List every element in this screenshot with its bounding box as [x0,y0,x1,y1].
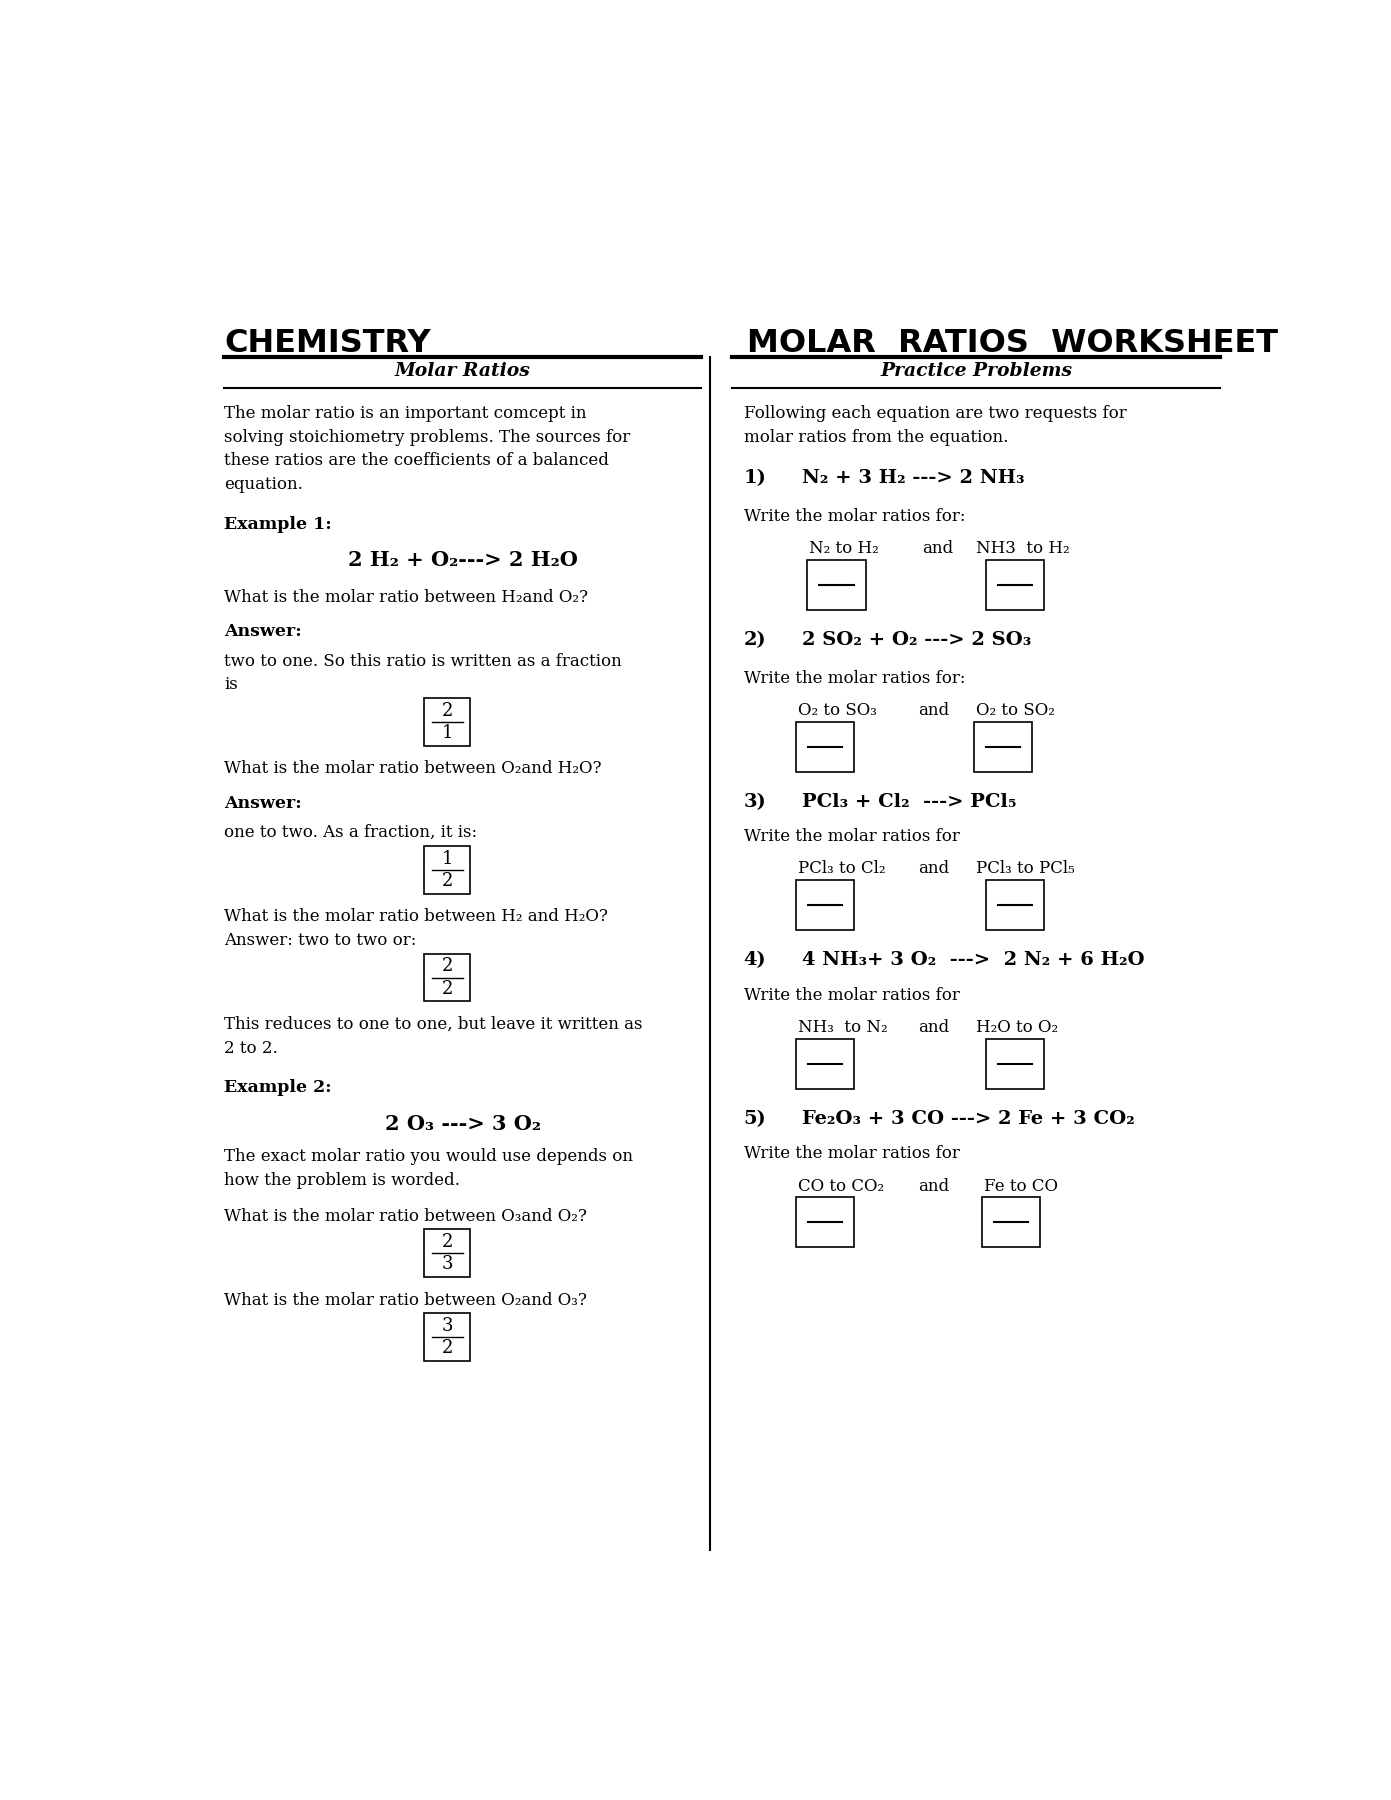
Text: 3: 3 [441,1318,453,1336]
Text: Write the molar ratios for: Write the molar ratios for [744,1145,960,1163]
Text: 2: 2 [441,702,452,720]
Text: Write the molar ratios for: Write the molar ratios for [744,986,960,1004]
Text: What is the molar ratio between O₃and O₂?: What is the molar ratio between O₃and O₂… [224,1208,587,1224]
Text: Example 2:: Example 2: [224,1080,332,1096]
Text: these ratios are the coefficients of a balanced: these ratios are the coefficients of a b… [224,452,609,470]
Text: 2 to 2.: 2 to 2. [224,1040,278,1057]
Text: PCl₃ to PCl₅: PCl₃ to PCl₅ [976,860,1075,877]
Text: Fe₂O₃ + 3 CO ---> 2 Fe + 3 CO₂: Fe₂O₃ + 3 CO ---> 2 Fe + 3 CO₂ [801,1111,1135,1129]
Text: Write the molar ratios for:: Write the molar ratios for: [744,508,965,526]
Text: 2): 2) [744,632,766,650]
Text: PCl₃ to Cl₂: PCl₃ to Cl₂ [798,860,885,877]
Bar [796,1197,854,1247]
Bar [982,1197,1040,1247]
Text: Following each equation are two requests for: Following each equation are two requests… [744,405,1127,421]
Text: 4 NH₃+ 3 O₂  --->  2 N₂ + 6 H₂O: 4 NH₃+ 3 O₂ ---> 2 N₂ + 6 H₂O [801,952,1145,970]
Text: and: and [918,1019,949,1037]
Text: N₂ + 3 H₂ ---> 2 NH₃: N₂ + 3 H₂ ---> 2 NH₃ [801,470,1024,488]
Text: N₂ to H₂: N₂ to H₂ [810,540,879,558]
Text: 2 H₂ + O₂---> 2 H₂O: 2 H₂ + O₂---> 2 H₂O [348,551,577,571]
Text: 2 SO₂ + O₂ ---> 2 SO₃: 2 SO₂ + O₂ ---> 2 SO₃ [801,632,1031,650]
Bar [986,560,1043,610]
Text: What is the molar ratio between O₂and H₂O?: What is the molar ratio between O₂and H₂… [224,760,602,778]
Text: Write the molar ratios for:: Write the molar ratios for: [744,670,965,686]
Text: Fe to CO: Fe to CO [983,1177,1057,1195]
Bar [986,880,1043,931]
Text: Answer: two to two or:: Answer: two to two or: [224,932,417,949]
Text: 2: 2 [441,979,452,997]
Text: CO to CO₂: CO to CO₂ [798,1177,883,1195]
Text: and: and [918,1177,949,1195]
Text: Answer:: Answer: [224,796,302,812]
Text: 1): 1) [744,470,766,488]
Text: is: is [224,677,238,693]
Text: 3): 3) [744,792,766,810]
Text: one to two. As a fraction, it is:: one to two. As a fraction, it is: [224,824,477,841]
Text: 2: 2 [441,958,452,976]
Text: 2: 2 [441,1233,452,1251]
Text: Write the molar ratios for: Write the molar ratios for [744,828,960,846]
Text: This reduces to one to one, but leave it written as: This reduces to one to one, but leave it… [224,1015,643,1033]
Text: What is the molar ratio between H₂and O₂?: What is the molar ratio between H₂and O₂… [224,589,588,605]
Text: 3: 3 [441,1255,453,1273]
Text: 2: 2 [441,1339,452,1357]
Text: Molar Ratios: Molar Ratios [395,362,530,380]
Text: O₂ to SO₂: O₂ to SO₂ [976,702,1054,718]
Bar [424,1314,470,1361]
Bar [424,1229,470,1276]
Text: PCl₃ + Cl₂  ---> PCl₅: PCl₃ + Cl₂ ---> PCl₅ [801,792,1015,810]
Text: and: and [918,860,949,877]
Bar [796,880,854,931]
Text: equation.: equation. [224,477,303,493]
Text: 2 O₃ ---> 3 O₂: 2 O₃ ---> 3 O₂ [384,1114,541,1134]
Bar [807,560,865,610]
Text: 2: 2 [441,871,452,889]
Text: NH3  to H₂: NH3 to H₂ [976,540,1070,558]
Text: O₂ to SO₃: O₂ to SO₃ [798,702,876,718]
Text: 5): 5) [744,1111,766,1129]
Text: solving stoichiometry problems. The sources for: solving stoichiometry problems. The sour… [224,428,630,446]
Text: What is the molar ratio between O₂and O₃?: What is the molar ratio between O₂and O₃… [224,1292,587,1309]
Text: 1: 1 [441,850,453,868]
Bar [424,698,470,745]
Text: NH₃  to N₂: NH₃ to N₂ [798,1019,887,1037]
Text: The molar ratio is an important comcept in: The molar ratio is an important comcept … [224,405,587,421]
Text: H₂O to O₂: H₂O to O₂ [976,1019,1059,1037]
Text: Answer:: Answer: [224,623,302,641]
Text: 1: 1 [441,724,453,742]
Text: and: and [918,702,949,718]
Text: What is the molar ratio between H₂ and H₂O?: What is the molar ratio between H₂ and H… [224,909,608,925]
Bar [424,954,470,1001]
Text: Practice Problems: Practice Problems [881,362,1072,380]
Text: 4): 4) [744,952,766,970]
Text: and: and [922,540,953,558]
Bar [974,722,1032,772]
Text: Example 1:: Example 1: [224,515,332,533]
Text: molar ratios from the equation.: molar ratios from the equation. [744,428,1008,446]
Bar [796,722,854,772]
Text: The exact molar ratio you would use depends on: The exact molar ratio you would use depe… [224,1148,633,1165]
Text: CHEMISTRY: CHEMISTRY [224,328,431,358]
Bar [424,846,470,893]
Text: two to one. So this ratio is written as a fraction: two to one. So this ratio is written as … [224,653,622,670]
Text: MOLAR  RATIOS  WORKSHEET: MOLAR RATIOS WORKSHEET [747,328,1278,358]
Bar [796,1039,854,1089]
Bar [986,1039,1043,1089]
Text: how the problem is worded.: how the problem is worded. [224,1172,460,1190]
